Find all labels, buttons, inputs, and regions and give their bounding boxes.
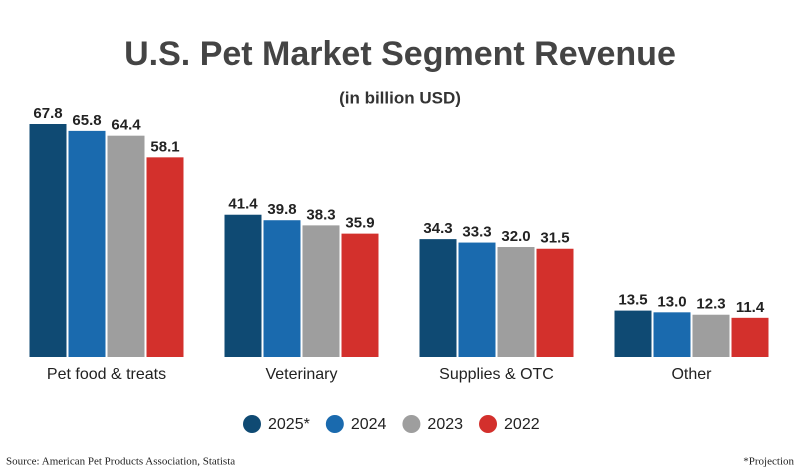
value-label: 39.8 bbox=[267, 201, 296, 218]
bar bbox=[692, 314, 730, 357]
value-label: 41.4 bbox=[228, 196, 258, 213]
bar bbox=[224, 214, 262, 357]
value-label: 38.3 bbox=[306, 206, 335, 223]
legend-marker bbox=[479, 415, 498, 433]
value-label: 35.9 bbox=[345, 215, 374, 232]
legend-marker bbox=[325, 415, 344, 433]
value-label: 13.5 bbox=[618, 292, 647, 309]
bar bbox=[29, 124, 67, 357]
x-tick-label: Veterinary bbox=[265, 366, 337, 383]
bar bbox=[302, 225, 340, 357]
footnote: *Projection bbox=[743, 456, 794, 468]
legend-marker bbox=[243, 415, 261, 433]
bar bbox=[419, 239, 457, 357]
value-label: 34.3 bbox=[423, 220, 452, 237]
value-label: 67.8 bbox=[33, 105, 62, 122]
bar bbox=[458, 242, 496, 357]
legend-label: 2022 bbox=[504, 416, 540, 433]
value-label: 31.5 bbox=[540, 230, 569, 247]
bar bbox=[536, 248, 574, 357]
bar bbox=[341, 233, 379, 357]
legend-label: 2025* bbox=[268, 416, 310, 433]
bar bbox=[68, 130, 106, 357]
value-label: 64.4 bbox=[111, 117, 141, 134]
value-label: 11.4 bbox=[736, 299, 765, 316]
x-tick-label: Pet food & treats bbox=[47, 366, 166, 383]
value-label: 32.0 bbox=[501, 228, 530, 245]
source: Source: American Pet Products Associatio… bbox=[6, 456, 235, 468]
value-label: 12.3 bbox=[696, 296, 725, 313]
bar bbox=[263, 220, 301, 357]
x-tick-label: Supplies & OTC bbox=[439, 366, 554, 383]
value-label: 13.0 bbox=[657, 293, 686, 310]
value-label: 58.1 bbox=[150, 138, 179, 155]
legend-label: 2023 bbox=[427, 416, 463, 433]
legend-marker bbox=[402, 415, 421, 433]
legend-label: 2024 bbox=[351, 416, 387, 433]
bar bbox=[653, 312, 691, 357]
value-label: 65.8 bbox=[72, 112, 101, 129]
bar bbox=[497, 247, 535, 357]
chart-title: U.S. Pet Market Segment Revenue bbox=[124, 35, 676, 73]
chart-subtitle: (in billion USD) bbox=[339, 88, 461, 107]
x-tick-label: Other bbox=[671, 366, 712, 383]
bar bbox=[107, 135, 145, 357]
bar bbox=[731, 317, 769, 357]
bar bbox=[146, 157, 184, 357]
bar bbox=[614, 310, 652, 357]
value-label: 33.3 bbox=[462, 224, 491, 241]
